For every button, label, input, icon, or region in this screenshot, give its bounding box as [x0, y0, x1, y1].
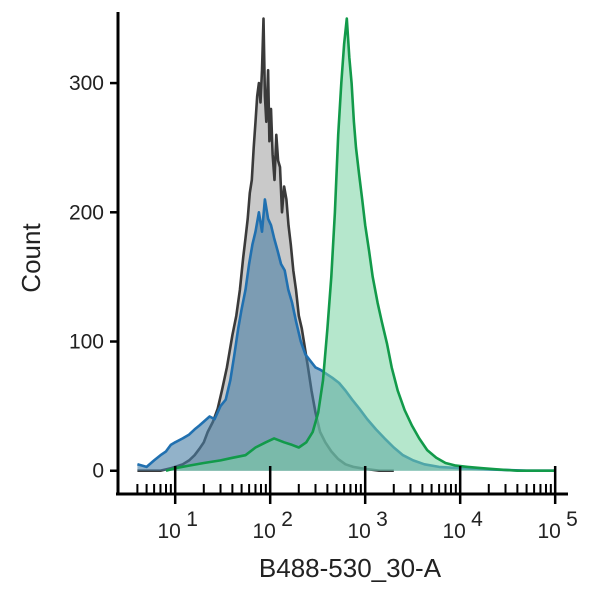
x-tick-label: 10: [537, 520, 560, 543]
y-tick-label: 100: [69, 331, 104, 354]
y-tick-label: 200: [69, 201, 104, 224]
x-tick-exponent: 4: [471, 508, 483, 531]
x-tick-exponent: 5: [566, 508, 578, 531]
y-tick-label: 0: [92, 460, 104, 483]
x-tick-label: 10: [348, 520, 371, 543]
series-3-area: [166, 18, 556, 471]
y-axis-title: Count: [16, 223, 46, 293]
x-tick-label: 10: [443, 520, 466, 543]
series-layer: [137, 17, 556, 472]
series-3-line: [165, 17, 556, 472]
x-tick-label: 10: [158, 520, 181, 543]
x-tick-exponent: 1: [186, 508, 198, 531]
series-2-area: [137, 199, 556, 471]
x-tick-exponent: 2: [281, 508, 293, 531]
x-axis-title: B488-530_30-A: [259, 553, 442, 583]
x-tick-exponent: 3: [376, 508, 388, 531]
x-tick-label: 10: [253, 520, 276, 543]
y-tick-label: 300: [69, 72, 104, 95]
